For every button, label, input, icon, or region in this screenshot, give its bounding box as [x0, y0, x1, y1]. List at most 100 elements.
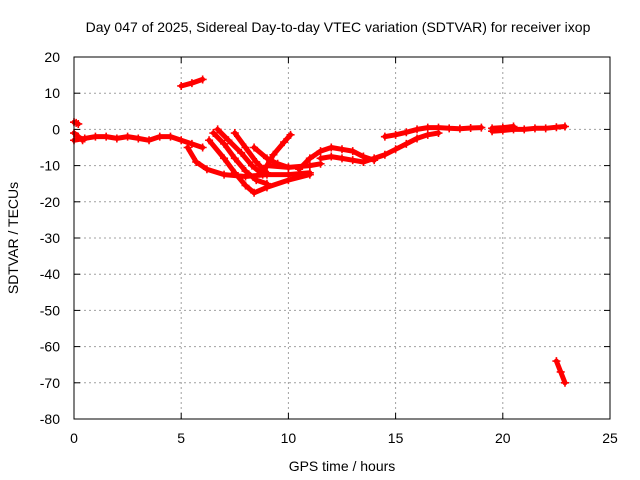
data-point-plus [220, 154, 229, 163]
data-point-plus [434, 123, 443, 132]
y-tick-label: -70 [40, 375, 60, 391]
data-point-plus [498, 123, 507, 132]
data-point-plus [552, 357, 561, 366]
data-point-plus [560, 378, 569, 387]
data-point-plus [488, 124, 497, 133]
data-point-plus [134, 134, 143, 143]
y-axis-ticks: -80 -70 -60 -50 -40 -30 -20 -10 0 10 20 [40, 49, 610, 427]
data-point-plus [183, 143, 192, 152]
data-point-plus [209, 129, 218, 138]
y-tick-label: -60 [40, 339, 60, 355]
data-point-plus [202, 165, 211, 174]
data-point-plus [380, 150, 389, 159]
data-point-plus [220, 170, 229, 179]
data-point-plus [305, 161, 314, 170]
x-tick-label: 15 [388, 430, 404, 446]
data-point-plus [413, 125, 422, 134]
grid [74, 57, 610, 419]
data-point-plus [166, 132, 175, 141]
data-point-plus [556, 367, 565, 376]
y-tick-label: -30 [40, 230, 60, 246]
data-point-plus [112, 134, 121, 143]
data-point-plus [284, 176, 293, 185]
chart-title: Day 047 of 2025, Sidereal Day-to-day VTE… [86, 19, 591, 35]
data-point-plus [338, 154, 346, 163]
data-point-plus [423, 123, 432, 132]
data-point-plus [552, 123, 561, 132]
data-point-plus [327, 143, 336, 152]
data-point-plus [250, 188, 259, 197]
series-arc-3 [70, 129, 87, 145]
data-point-plus [241, 167, 250, 176]
data-point-plus [305, 154, 314, 163]
series-arc-2 [70, 132, 207, 152]
data-point-plus [198, 75, 207, 84]
y-axis-title: SDTVAR / TECUs [5, 182, 21, 294]
y-tick-label: 20 [44, 49, 60, 65]
data-point-plus [327, 152, 336, 161]
data-point-plus [520, 125, 529, 134]
data-point-plus [359, 157, 368, 166]
x-tick-label: 0 [70, 430, 78, 446]
data-point-plus [258, 168, 267, 177]
data-point-plus [316, 147, 325, 156]
data-point-plus [241, 143, 250, 152]
data-point-plus [123, 132, 132, 141]
x-tick-label: 25 [602, 430, 618, 446]
data-point-plus [262, 161, 271, 170]
data-point-plus [560, 122, 569, 131]
series-line [232, 130, 270, 176]
data-point-plus [280, 138, 289, 147]
x-tick-label: 20 [495, 430, 511, 446]
data-point-plus [477, 123, 486, 132]
data-point-plus [391, 130, 400, 139]
data-point-plus [269, 150, 278, 159]
data-point-plus [187, 139, 196, 148]
data-point-plus [262, 179, 271, 188]
data-point-plus [220, 139, 229, 148]
data-point-plus [445, 124, 454, 133]
y-tick-label: -80 [40, 411, 60, 427]
data-point-plus [241, 181, 250, 190]
data-point-plus [187, 79, 196, 88]
data-point-plus [286, 130, 295, 139]
y-tick-label: -20 [40, 194, 60, 210]
series-arc-18 [552, 357, 569, 387]
data-point-plus [177, 81, 186, 90]
y-tick-label: -40 [40, 266, 60, 282]
data-point-plus [316, 154, 325, 163]
data-point-plus [155, 132, 164, 141]
series-arc-7 [209, 129, 271, 188]
data-point-plus [466, 123, 475, 132]
data-point-plus [74, 119, 83, 128]
data-point-plus [192, 157, 201, 166]
data-point-plus [295, 165, 304, 174]
data-point-plus [78, 136, 87, 145]
data-point-plus [213, 125, 222, 134]
data-point-plus [224, 136, 233, 145]
data-point-plus [509, 122, 518, 131]
series-line [296, 145, 377, 172]
x-axis-ticks: 0 5 10 15 20 25 [70, 57, 618, 446]
data-point-plus [250, 143, 259, 152]
data-point-plus [423, 130, 432, 139]
data-point-plus [348, 156, 357, 165]
data-point-plus [370, 154, 379, 163]
data-point-plus [455, 124, 464, 133]
data-point-plus [391, 145, 400, 154]
data-point-plus [252, 157, 261, 166]
series-line [382, 125, 484, 140]
data-point-plus [230, 154, 239, 163]
data-point-plus [198, 143, 207, 152]
data-point-plus [74, 132, 83, 141]
x-tick-label: 5 [177, 430, 185, 446]
y-tick-label: 10 [44, 85, 60, 101]
data-point-plus [402, 139, 411, 148]
y-tick-label: -50 [40, 302, 60, 318]
series-arc-14 [316, 129, 443, 166]
data-point-plus [237, 148, 246, 157]
data-point-plus [402, 128, 411, 137]
data-point-plus [413, 134, 422, 143]
series-arc-1 [70, 118, 83, 128]
